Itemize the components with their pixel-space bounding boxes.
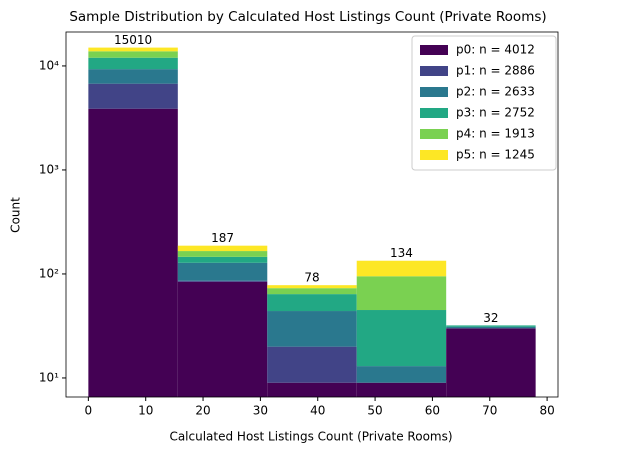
total-label: 78 xyxy=(304,271,319,285)
x-tick-label: 0 xyxy=(85,404,93,418)
plot-frame xyxy=(65,31,559,398)
bar-segment xyxy=(267,294,357,312)
bar-segment xyxy=(446,326,536,329)
total-label: 32 xyxy=(483,311,498,325)
bar-segment xyxy=(88,51,178,58)
y-tick-label: 10² xyxy=(39,266,59,280)
bar-segment xyxy=(88,83,178,109)
bar-segment xyxy=(267,382,357,397)
bar-segment xyxy=(177,280,268,282)
bar-segment xyxy=(267,311,357,347)
legend-swatch xyxy=(420,150,448,160)
total-label: 187 xyxy=(211,231,234,245)
legend-label: p4: n = 1913 xyxy=(456,127,535,141)
chart-title: Sample Distribution by Calculated Host L… xyxy=(69,9,546,25)
bar-segment xyxy=(267,346,357,383)
bar-segment xyxy=(356,276,447,311)
x-tick-label: 50 xyxy=(367,404,382,418)
bar-segment xyxy=(446,325,536,327)
bar-segment xyxy=(177,245,268,252)
y-tick-label: 10⁴ xyxy=(39,58,59,72)
x-tick-label: 40 xyxy=(310,404,325,418)
bar-segment xyxy=(88,69,178,84)
legend-swatch xyxy=(420,108,448,118)
x-tick-label: 20 xyxy=(195,404,210,418)
bar-segment xyxy=(267,285,357,289)
bar-segment xyxy=(356,260,447,277)
bar-segment xyxy=(446,328,536,397)
legend-label: p2: n = 2633 xyxy=(456,85,535,99)
bar-segment xyxy=(88,47,178,52)
x-tick-label: 30 xyxy=(253,404,268,418)
y-tick-label: 10³ xyxy=(39,162,59,176)
y-tick-label: 10¹ xyxy=(39,370,59,384)
bar-segment xyxy=(177,262,268,281)
y-axis-label: Count xyxy=(9,197,23,233)
bar-segment xyxy=(267,288,357,295)
x-axis-label: Calculated Host Listings Count (Private … xyxy=(169,430,452,444)
x-tick-label: 60 xyxy=(425,404,440,418)
legend-label: p3: n = 2752 xyxy=(456,106,535,120)
bar-segment xyxy=(356,366,447,383)
total-label: 134 xyxy=(390,246,413,260)
legend-swatch xyxy=(420,45,448,55)
legend-label: p5: n = 1245 xyxy=(456,148,535,162)
bar-segment xyxy=(177,281,268,397)
legend-swatch xyxy=(420,129,448,139)
bar-segment xyxy=(88,108,178,397)
bar-segment xyxy=(356,310,447,367)
legend-swatch xyxy=(420,87,448,97)
legend-label: p1: n = 2886 xyxy=(456,64,535,78)
x-tick-label: 10 xyxy=(138,404,153,418)
total-label: 15010 xyxy=(114,33,152,47)
bar-segment xyxy=(356,382,447,397)
bar-segment xyxy=(177,251,268,257)
bar-segment xyxy=(177,256,268,263)
legend-swatch xyxy=(420,66,448,76)
x-tick-label: 70 xyxy=(482,404,497,418)
legend-label: p0: n = 4012 xyxy=(456,43,535,57)
x-tick-label: 80 xyxy=(539,404,554,418)
bar-segment xyxy=(88,57,178,70)
